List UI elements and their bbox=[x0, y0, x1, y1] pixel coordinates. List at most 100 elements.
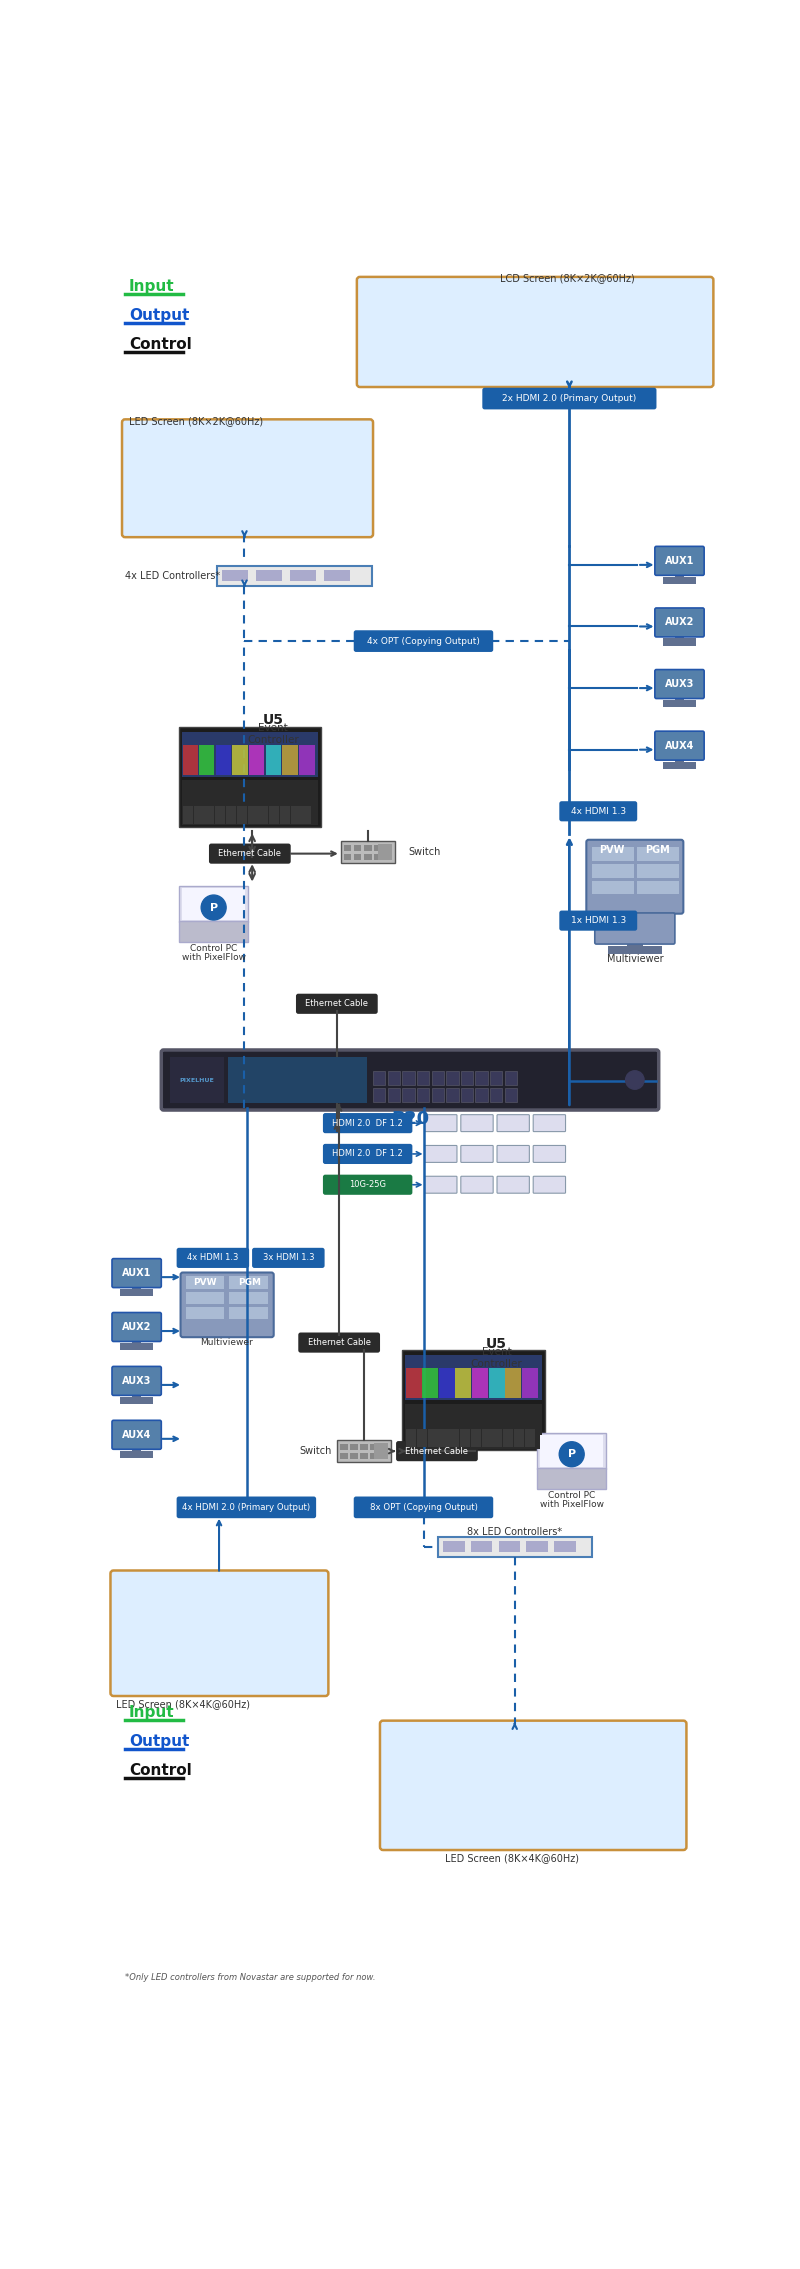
Bar bbox=[506, 1368, 521, 1398]
Circle shape bbox=[201, 894, 226, 919]
Text: Output: Output bbox=[129, 1734, 190, 1749]
Bar bbox=[675, 697, 684, 701]
Bar bbox=[142, 431, 237, 526]
Bar bbox=[117, 1577, 215, 1690]
Bar bbox=[475, 1087, 488, 1100]
Text: Event
Controller: Event Controller bbox=[247, 724, 299, 744]
Bar bbox=[132, 1393, 142, 1398]
Bar bbox=[247, 805, 258, 824]
Bar bbox=[450, 1429, 459, 1448]
Bar bbox=[374, 853, 382, 860]
Bar bbox=[121, 1289, 153, 1296]
Bar bbox=[282, 744, 298, 774]
Bar bbox=[498, 1541, 520, 1552]
Bar bbox=[388, 1071, 400, 1085]
Bar bbox=[121, 1450, 153, 1459]
Bar bbox=[675, 572, 684, 579]
Text: Ethernet Cable: Ethernet Cable bbox=[306, 998, 368, 1007]
Bar bbox=[257, 440, 364, 526]
Bar bbox=[354, 853, 362, 860]
Bar bbox=[386, 1727, 529, 1845]
Bar bbox=[675, 633, 684, 640]
Bar bbox=[417, 1071, 430, 1085]
Text: 8x OPT (Copying Output): 8x OPT (Copying Output) bbox=[370, 1502, 478, 1511]
Bar bbox=[460, 1429, 470, 1448]
Bar bbox=[544, 297, 704, 377]
Bar bbox=[340, 1445, 348, 1450]
FancyBboxPatch shape bbox=[560, 912, 636, 930]
Bar bbox=[544, 1740, 674, 1831]
FancyBboxPatch shape bbox=[425, 1146, 457, 1162]
Bar bbox=[438, 1429, 449, 1448]
Text: 2x HDMI 2.0 (Primary Output): 2x HDMI 2.0 (Primary Output) bbox=[502, 395, 637, 404]
Bar bbox=[406, 1429, 416, 1448]
Text: *Only LED controllers from Novastar are supported for now.: *Only LED controllers from Novastar are … bbox=[125, 1974, 376, 1983]
Text: 1x HDMI 1.3: 1x HDMI 1.3 bbox=[570, 917, 626, 926]
Bar bbox=[229, 1277, 267, 1289]
FancyBboxPatch shape bbox=[397, 1441, 477, 1461]
Bar bbox=[216, 744, 231, 774]
Bar bbox=[637, 880, 678, 894]
FancyBboxPatch shape bbox=[112, 1259, 162, 1287]
FancyBboxPatch shape bbox=[112, 1420, 162, 1450]
Bar bbox=[344, 853, 351, 860]
Bar bbox=[364, 853, 371, 860]
Text: Control PC: Control PC bbox=[190, 944, 238, 953]
Text: PIXELHUE: PIXELHUE bbox=[179, 1078, 214, 1082]
Bar bbox=[546, 297, 701, 368]
Text: AUX3: AUX3 bbox=[665, 678, 694, 690]
Bar bbox=[170, 1057, 224, 1103]
Text: LCD Screen (8K×2K@60Hz): LCD Screen (8K×2K@60Hz) bbox=[501, 275, 635, 284]
FancyBboxPatch shape bbox=[655, 547, 704, 576]
FancyBboxPatch shape bbox=[380, 1720, 686, 1849]
Bar bbox=[482, 1429, 492, 1448]
Text: 3x HDMI 1.3: 3x HDMI 1.3 bbox=[262, 1252, 314, 1262]
Bar bbox=[443, 1541, 465, 1552]
Bar bbox=[400, 1734, 522, 1840]
Text: AUX1: AUX1 bbox=[665, 556, 694, 565]
Bar bbox=[299, 744, 314, 774]
Text: Switch: Switch bbox=[300, 1445, 332, 1457]
Bar bbox=[128, 427, 243, 531]
Text: PVW: PVW bbox=[193, 1277, 216, 1287]
Bar bbox=[593, 864, 634, 878]
Text: 8x LED Controllers*: 8x LED Controllers* bbox=[467, 1527, 562, 1536]
FancyBboxPatch shape bbox=[655, 669, 704, 699]
FancyBboxPatch shape bbox=[324, 1144, 411, 1164]
Bar bbox=[505, 1071, 517, 1085]
Bar bbox=[340, 1452, 348, 1459]
Bar bbox=[186, 1277, 225, 1289]
Bar bbox=[627, 942, 642, 946]
FancyBboxPatch shape bbox=[497, 1175, 530, 1193]
Text: P: P bbox=[568, 1450, 576, 1459]
Bar bbox=[490, 1087, 502, 1100]
Bar bbox=[374, 1445, 388, 1459]
Bar bbox=[370, 1445, 378, 1450]
Bar bbox=[350, 1452, 358, 1459]
Bar bbox=[446, 1071, 458, 1085]
Bar bbox=[377, 288, 524, 377]
Text: Input: Input bbox=[129, 1704, 174, 1720]
Bar bbox=[461, 1071, 473, 1085]
Bar bbox=[417, 1429, 427, 1448]
FancyBboxPatch shape bbox=[534, 1114, 566, 1132]
Bar bbox=[215, 805, 226, 824]
Bar bbox=[269, 805, 279, 824]
Text: Event
Controller: Event Controller bbox=[470, 1348, 522, 1368]
Bar bbox=[593, 846, 634, 860]
FancyBboxPatch shape bbox=[122, 420, 373, 538]
Text: 10G-25G: 10G-25G bbox=[349, 1180, 386, 1189]
Bar bbox=[593, 880, 634, 894]
Text: Switch: Switch bbox=[409, 846, 441, 858]
FancyBboxPatch shape bbox=[534, 1175, 566, 1193]
Bar bbox=[503, 1429, 513, 1448]
Bar bbox=[378, 844, 391, 858]
Text: 4x HDMI 1.3: 4x HDMI 1.3 bbox=[570, 808, 626, 817]
Bar bbox=[229, 1591, 319, 1686]
Text: AUX3: AUX3 bbox=[122, 1375, 151, 1386]
FancyBboxPatch shape bbox=[586, 840, 683, 914]
Bar bbox=[360, 1445, 368, 1450]
FancyBboxPatch shape bbox=[461, 1146, 493, 1162]
Bar bbox=[182, 731, 318, 776]
FancyBboxPatch shape bbox=[461, 1114, 493, 1132]
